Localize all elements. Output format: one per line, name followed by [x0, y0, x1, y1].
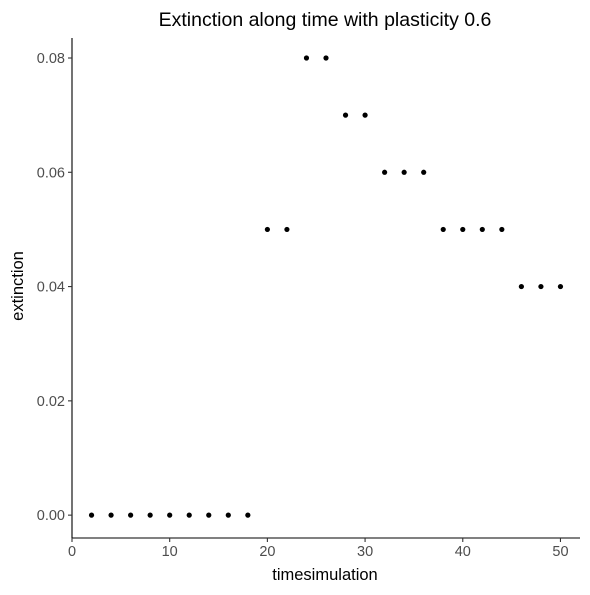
y-tick-label: 0.08 — [37, 51, 65, 67]
y-tick-label: 0.00 — [37, 508, 65, 524]
data-point — [323, 55, 329, 61]
data-point — [440, 226, 446, 233]
data-point — [225, 512, 231, 518]
x-tick-label: 40 — [455, 544, 471, 560]
data-point — [421, 169, 427, 175]
x-axis-title: timesimulation — [272, 566, 377, 584]
x-axis: 0 10 20 30 40 50 — [68, 537, 580, 560]
chart-title: Extinction along time with plasticity 0.… — [159, 9, 492, 31]
data-point — [167, 512, 173, 518]
y-tick-label: 0.02 — [37, 394, 65, 410]
data-point — [362, 112, 368, 118]
data-point — [88, 512, 95, 518]
data-point — [479, 226, 485, 233]
y-axis: 0.00 0.02 0.04 0.06 0.08 — [37, 38, 73, 538]
data-point — [342, 112, 349, 118]
y-tick-label: 0.06 — [37, 165, 65, 181]
data-point — [382, 169, 388, 175]
data-point — [128, 512, 134, 518]
data-point — [460, 226, 466, 233]
data-point — [518, 283, 524, 290]
data-point — [303, 55, 310, 61]
y-axis-title: extinction — [9, 251, 27, 321]
data-points — [88, 55, 564, 518]
data-point — [206, 512, 212, 518]
x-tick-label: 0 — [68, 544, 76, 560]
data-point — [264, 226, 270, 233]
data-point — [557, 283, 564, 290]
data-point — [538, 283, 544, 290]
data-point — [108, 512, 114, 518]
x-tick-label: 10 — [162, 544, 178, 560]
data-point — [245, 512, 251, 518]
data-point — [499, 226, 505, 233]
data-point — [147, 512, 153, 518]
data-point — [401, 169, 407, 175]
y-tick-label: 0.04 — [37, 280, 65, 296]
x-tick-label: 20 — [259, 544, 275, 560]
data-point — [186, 512, 192, 518]
x-tick-label: 30 — [357, 544, 373, 560]
data-point — [284, 226, 290, 233]
x-tick-label: 50 — [552, 544, 568, 560]
